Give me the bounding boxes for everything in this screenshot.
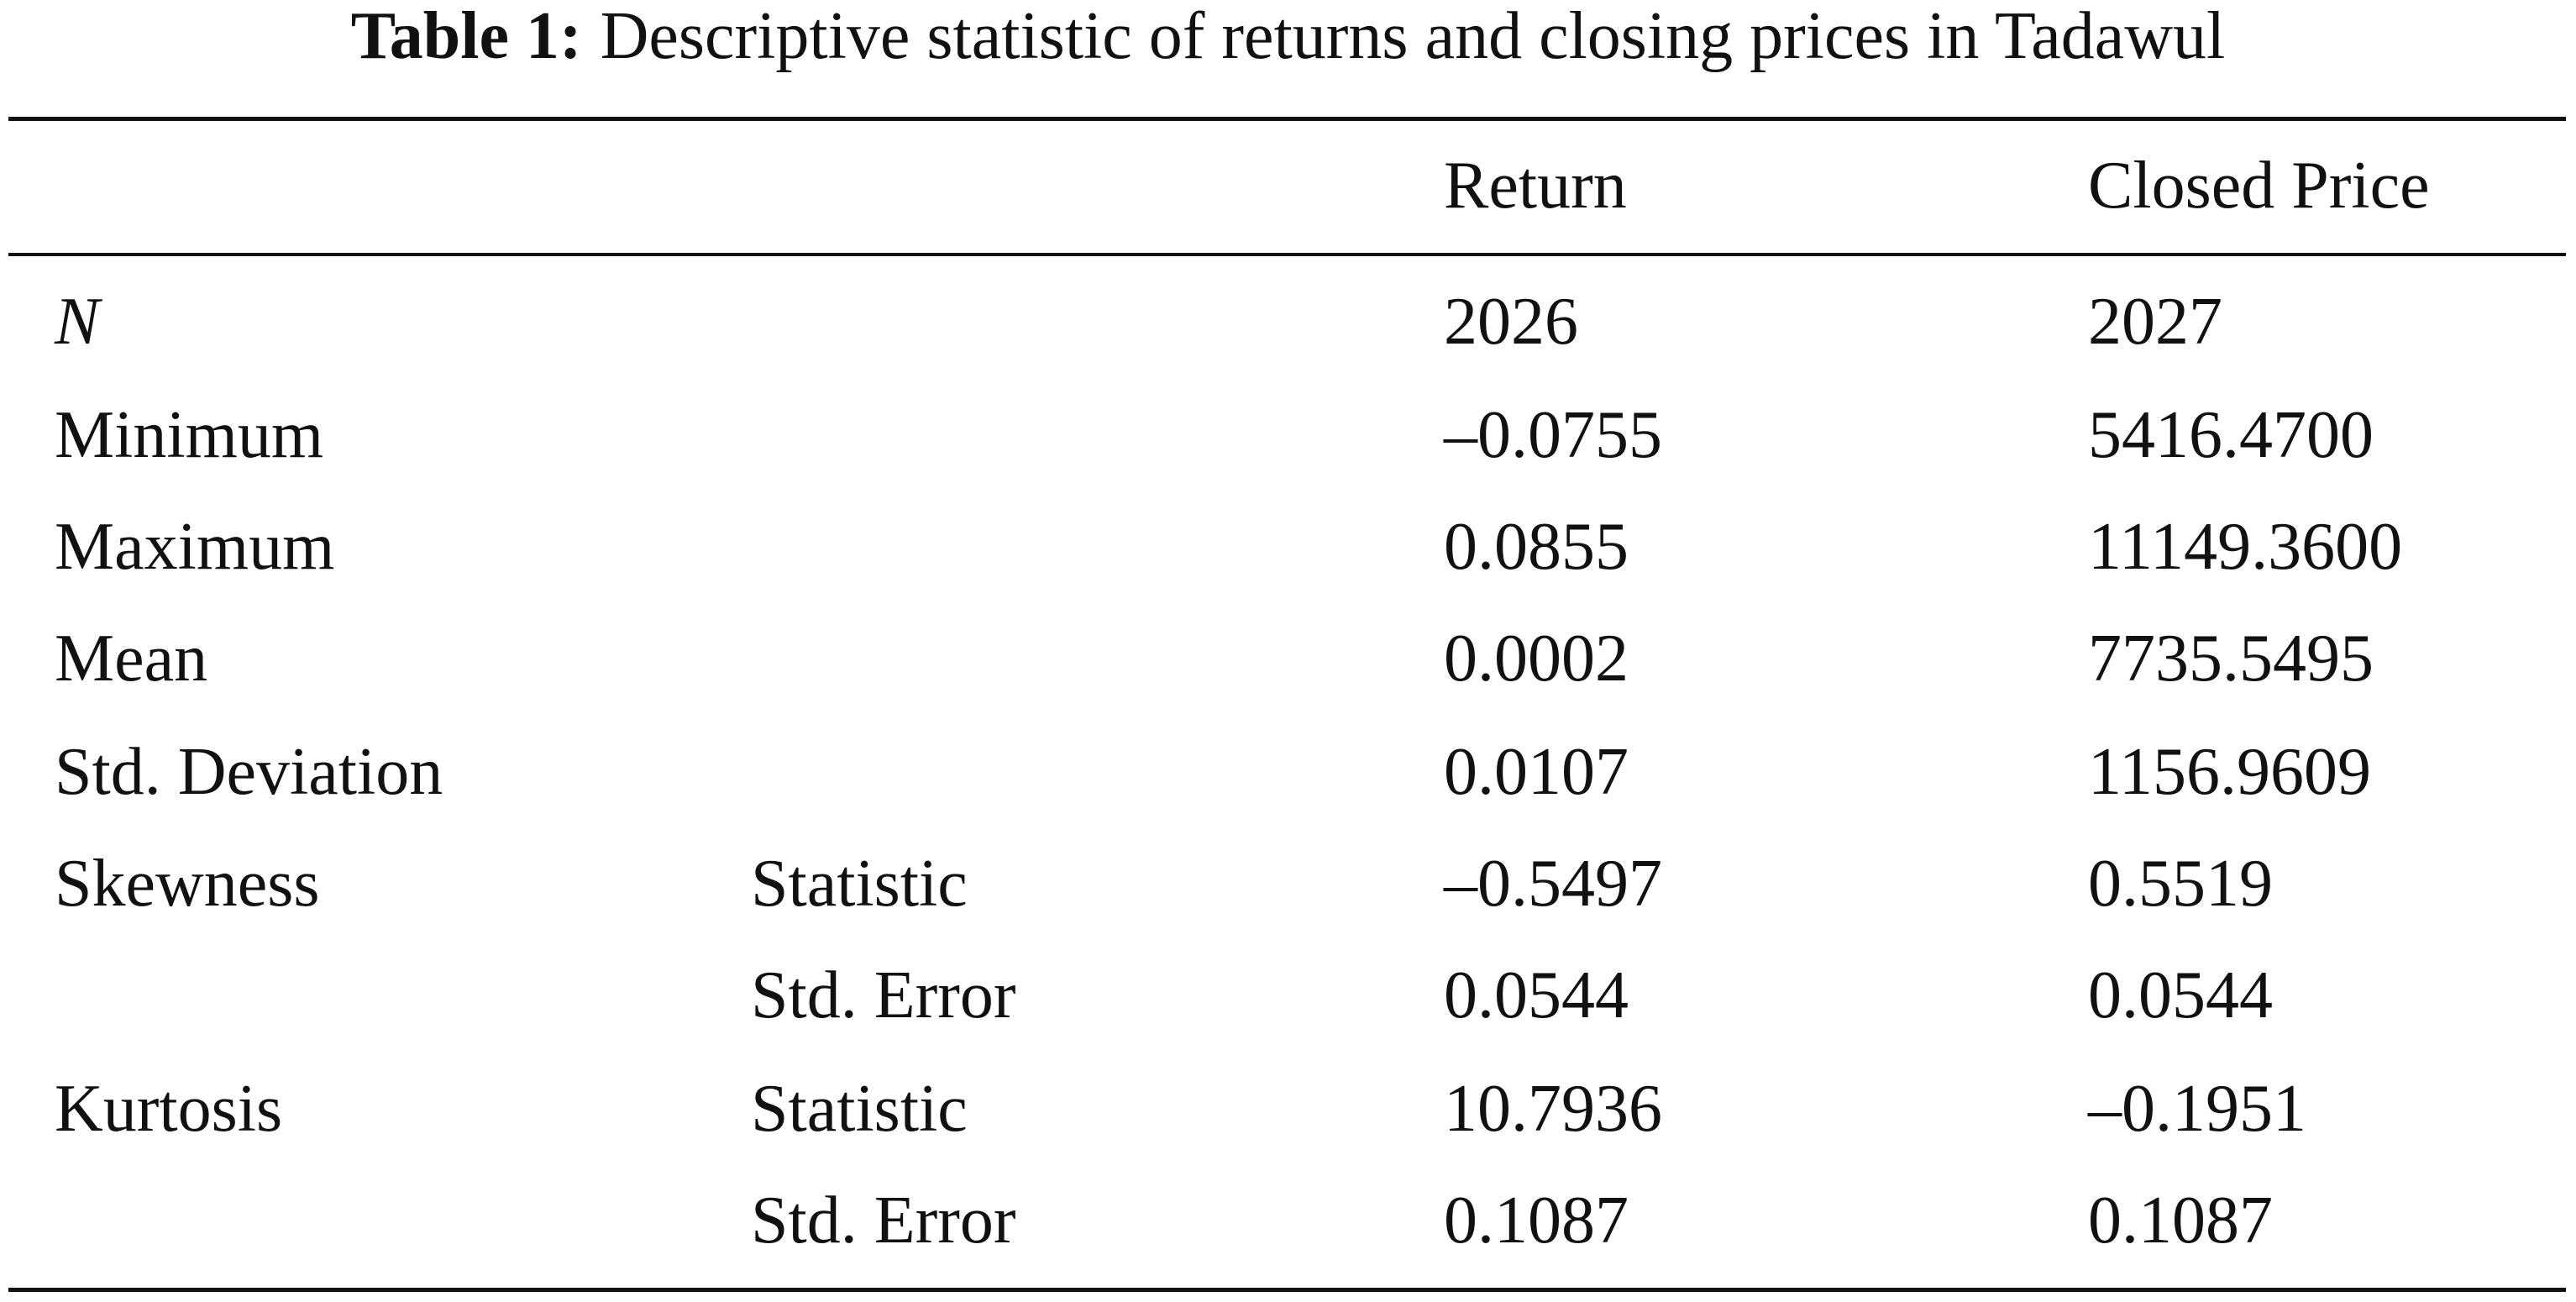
cell-value: 0.0002 — [1444, 622, 1629, 696]
caption-text: Descriptive statistic of returns and clo… — [600, 0, 2226, 73]
cell-value: 0.5519 — [2088, 847, 2273, 921]
cell-value: 0.0544 — [2088, 958, 2273, 1032]
column-header: Return — [1444, 149, 1627, 223]
cell-value: 0.1087 — [2088, 1184, 2273, 1257]
cell-value: 10.7936 — [1444, 1072, 1662, 1146]
cell-value: 1156.9609 — [2088, 735, 2372, 809]
cell-value: 5416.4700 — [2088, 398, 2374, 472]
row-label: Std. Deviation — [55, 735, 443, 809]
table-caption: Table 1: Descriptive statistic of returns… — [0, 3, 2576, 70]
row-label: N — [55, 285, 100, 359]
cell-value: 7735.5495 — [2088, 622, 2374, 696]
row-label: Maximum — [55, 510, 335, 584]
row-sublabel: Std. Error — [751, 1184, 1016, 1257]
cell-value: –0.5497 — [1444, 847, 1662, 921]
row-sublabel: Statistic — [751, 847, 968, 921]
cell-value: 11149.3600 — [2088, 510, 2403, 584]
cell-value: 0.0855 — [1444, 510, 1629, 584]
cell-value: 2027 — [2088, 285, 2222, 359]
header-rule — [8, 253, 2566, 256]
cell-value: 2026 — [1444, 285, 1578, 359]
row-label: Mean — [55, 622, 208, 696]
row-label: Kurtosis — [55, 1072, 283, 1146]
column-header: Closed Price — [2088, 149, 2430, 223]
cell-value: –0.1951 — [2088, 1072, 2306, 1146]
row-label: Minimum — [55, 398, 324, 472]
top-rule — [8, 117, 2566, 121]
row-sublabel: Std. Error — [751, 958, 1016, 1032]
cell-value: 0.0107 — [1444, 735, 1629, 809]
row-label: Skewness — [55, 847, 320, 921]
row-sublabel: Statistic — [751, 1072, 968, 1146]
cell-value: 0.0544 — [1444, 958, 1629, 1032]
cell-value: –0.0755 — [1444, 398, 1662, 472]
bottom-rule — [8, 1288, 2566, 1292]
cell-value: 0.1087 — [1444, 1184, 1629, 1257]
caption-label: Table 1: — [350, 0, 582, 73]
